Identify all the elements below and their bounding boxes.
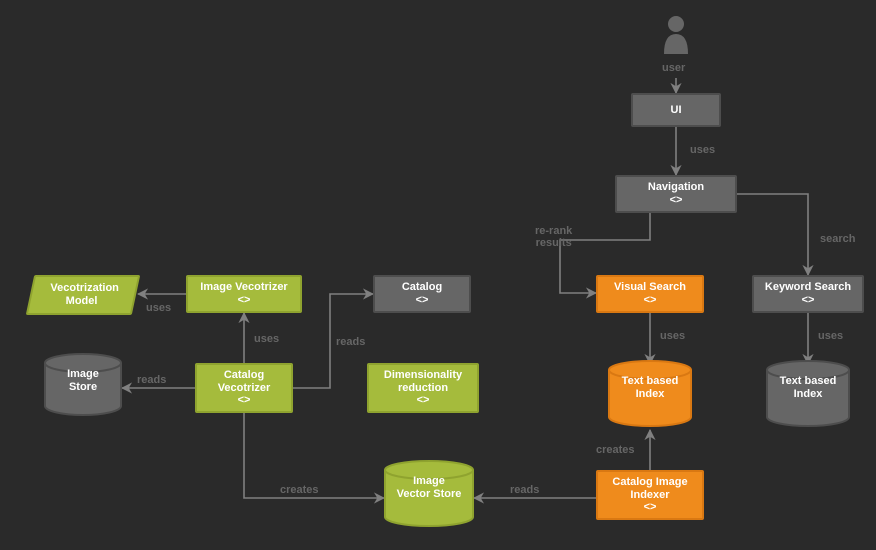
vec_model-sub: Model: [66, 295, 98, 308]
user-icon: [0, 0, 876, 95]
edge-label-ui-nav: uses: [690, 144, 715, 156]
image_vec-node: Image Vecotrizer<>: [186, 275, 302, 313]
keyword_search-title: Keyword Search: [765, 281, 851, 294]
image_store-cylinder: Image Store: [44, 353, 122, 432]
catalog-sub: <>: [416, 294, 429, 307]
visual_search-node: Visual Search<>: [596, 275, 704, 313]
edge-label-vs-tio: uses: [660, 330, 685, 342]
text_index_g-title: Text based: [780, 375, 837, 387]
edge-label-ks-tig: uses: [818, 330, 843, 342]
edge-label-nav-vs: re-rank results: [535, 225, 572, 249]
image_store-title: Image: [67, 368, 99, 380]
ui-title: UI: [671, 104, 682, 117]
text_index_o-sub: Index: [636, 388, 665, 400]
img_vec_store-cylinder: Image Vector Store: [384, 460, 474, 543]
keyword_search-node: Keyword Search<>: [752, 275, 864, 313]
catalog-title: Catalog: [402, 281, 442, 294]
edge-label-cv-iv: uses: [254, 333, 279, 345]
cat_img_idx-sub2: <>: [644, 501, 657, 514]
image_store-sub: Store: [69, 381, 97, 393]
vec_model-node: VecotrizationModel: [26, 275, 141, 315]
navigation-node: Navigation<>: [615, 175, 737, 213]
image_vec-sub: <>: [238, 294, 251, 307]
cat_img_idx-title: Catalog Image: [612, 476, 687, 489]
cat_img_idx-node: Catalog ImageIndexer<>: [596, 470, 704, 520]
dim_red-node: Dimensionalityreduction<>: [367, 363, 479, 413]
text_index_o-title: Text based: [622, 375, 679, 387]
img_vec_store-title: Image: [413, 475, 445, 487]
visual_search-sub: <>: [644, 294, 657, 307]
catalog_vec-sub2: <>: [238, 394, 251, 407]
edge-label-iv-vm: uses: [146, 302, 171, 314]
edge-nav-ks: [737, 194, 808, 275]
text_index_o-cylinder: Text based Index: [608, 360, 692, 443]
edge-label-cv-is: reads: [137, 374, 166, 386]
edge-label-nav-ks: search: [820, 233, 855, 245]
text_index_g-cylinder: Text based Index: [766, 360, 850, 443]
dim_red-sub: reduction: [398, 382, 448, 395]
vec_model-title: Vecotrization: [50, 282, 118, 295]
catalog_vec-node: CatalogVecotrizer<>: [195, 363, 293, 413]
user-label: user: [662, 62, 685, 74]
dim_red-sub2: <>: [417, 394, 430, 407]
visual_search-title: Visual Search: [614, 281, 686, 294]
cat_img_idx-sub: Indexer: [630, 489, 669, 502]
navigation-title: Navigation: [648, 181, 704, 194]
keyword_search-sub: <>: [802, 294, 815, 307]
catalog_vec-sub: Vecotrizer: [218, 382, 271, 395]
navigation-sub: <>: [670, 194, 683, 207]
edge-label-cii-tio: creates: [596, 444, 635, 456]
image_vec-title: Image Vecotrizer: [200, 281, 287, 294]
dim_red-title: Dimensionality: [384, 369, 462, 382]
edge-label-cv-cat: reads: [336, 336, 365, 348]
ui-node: UI: [631, 93, 721, 127]
img_vec_store-sub: Vector Store: [397, 488, 462, 500]
catalog-node: Catalog<>: [373, 275, 471, 313]
text_index_g-sub: Index: [794, 388, 823, 400]
edge-label-cii-ivs: reads: [510, 484, 539, 496]
catalog_vec-title: Catalog: [224, 369, 264, 382]
edge-label-cv-ivs: creates: [280, 484, 319, 496]
